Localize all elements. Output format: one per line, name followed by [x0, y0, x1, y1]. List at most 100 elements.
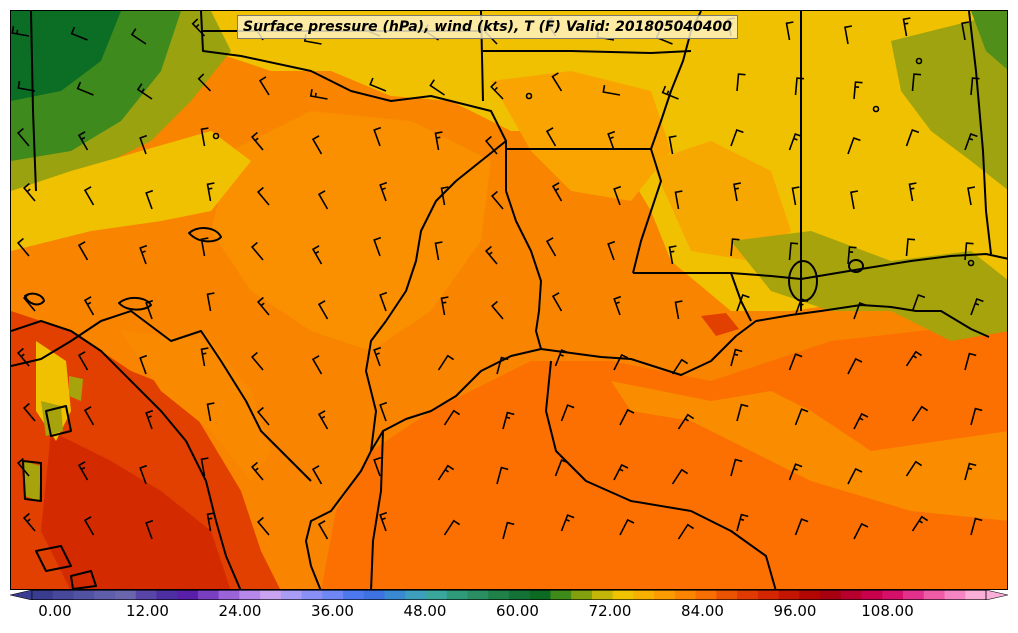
- border-texas-north: [200, 11, 507, 191]
- coastline-southwest: [305, 450, 372, 589]
- colorbar-swatch: [529, 590, 551, 600]
- wind-barb: [317, 300, 329, 320]
- wind-barb: [437, 354, 455, 371]
- border-arkansas-south: [506, 148, 662, 274]
- border-georgia: [968, 11, 992, 255]
- wind-barb: [11, 26, 30, 37]
- colorbar-tick-label: 12.00: [126, 602, 169, 620]
- colorbar-tick-label: 24.00: [218, 602, 262, 620]
- wind-barb: [671, 468, 689, 485]
- wind-barb: [502, 411, 515, 430]
- wind-barb: [77, 241, 89, 261]
- wind-barb: [674, 190, 683, 210]
- colorbar-swatch: [405, 590, 427, 600]
- wind-barb: [130, 28, 147, 45]
- wind-barb: [145, 299, 154, 320]
- wind-barb: [440, 186, 449, 206]
- wind-barb: [311, 465, 323, 485]
- calm-wind-circle: [525, 92, 533, 100]
- wind-barb: [730, 128, 744, 147]
- colorbar-swatch: [820, 590, 842, 600]
- contour-small-2: [118, 297, 152, 311]
- wind-barb: [317, 410, 329, 430]
- colorbar-swatch: [633, 590, 655, 600]
- wind-barb: [788, 242, 799, 261]
- colorbar-swatch: [280, 590, 303, 600]
- wind-barb: [847, 136, 861, 155]
- wind-barb: [794, 408, 809, 426]
- contour-southwest-4: [70, 570, 97, 589]
- colorbar-swatch: [882, 590, 904, 600]
- wind-barb: [736, 403, 749, 422]
- wind-barb: [850, 190, 859, 210]
- wind-barb: [77, 461, 89, 481]
- wind-barb: [206, 292, 215, 312]
- colorbar-swatch: [674, 590, 697, 600]
- wind-barb: [250, 131, 264, 151]
- wind-barb: [967, 186, 976, 206]
- wind-barb: [908, 182, 917, 202]
- wind-barb: [440, 296, 449, 316]
- colorbar-swatch: [488, 590, 510, 600]
- colorbar-swatch: [177, 590, 199, 600]
- temperature-map: [11, 11, 1007, 589]
- colorbar-tick-label: 84.00: [681, 602, 724, 620]
- wind-barb: [788, 353, 803, 371]
- wind-barb: [964, 462, 977, 481]
- wind-barb: [77, 351, 89, 371]
- wind-barb: [794, 297, 809, 316]
- green-patch: [971, 11, 1007, 70]
- wind-barb: [964, 132, 978, 151]
- colorbar-swatch: [239, 590, 261, 600]
- wind-barb: [200, 347, 209, 367]
- wind-barb: [311, 355, 323, 375]
- wind-barb: [668, 245, 677, 265]
- wind-barb: [853, 522, 869, 540]
- northwest-gold-band: [11, 131, 251, 251]
- wind-barb: [139, 464, 148, 485]
- wind-barb: [736, 73, 746, 92]
- wind-barb: [788, 132, 803, 151]
- wind-barb: [551, 292, 563, 312]
- colorbar-tick-label: 60.00: [496, 602, 539, 620]
- colorbar-swatch: [550, 590, 572, 600]
- wind-barb: [905, 128, 920, 147]
- wind-barb: [911, 405, 929, 422]
- wind-barb: [309, 89, 328, 100]
- temperature-colorbar: [10, 590, 1008, 600]
- wind-barb: [311, 245, 323, 265]
- wind-barb: [902, 17, 911, 37]
- colorbar-swatch: [426, 590, 448, 600]
- wind-barb: [677, 523, 695, 540]
- wind-barb: [200, 237, 209, 257]
- wind-barb: [206, 512, 215, 532]
- wind-barb: [602, 85, 621, 96]
- colorbar-swatch: [73, 590, 95, 600]
- colorbar-swatch: [363, 590, 386, 600]
- colorbar-tick-labels: 0.00 12.00 24.00 36.00 48.00 60.00 72.00 84.00 9…: [0, 602, 1018, 626]
- wind-barb: [206, 402, 215, 422]
- wind-barb: [191, 18, 206, 37]
- wind-barb: [258, 76, 270, 96]
- wind-barb: [736, 293, 750, 312]
- wind-barb: [970, 77, 980, 96]
- wind-barb: [197, 73, 212, 92]
- colorbar-swatch: [218, 590, 240, 600]
- gulf-warm-field: [321, 321, 1007, 589]
- wind-barb: [496, 356, 509, 375]
- colorbar-swatch: [612, 590, 634, 600]
- wind-barb: [794, 518, 809, 536]
- wind-barb: [674, 300, 683, 320]
- colorbar-swatch: [156, 590, 178, 600]
- olive-patch-2: [891, 11, 1007, 190]
- wind-barb: [22, 292, 36, 312]
- wind-barb: [22, 182, 36, 202]
- wind-barb: [613, 295, 622, 316]
- colorbar-swatch: [944, 590, 966, 600]
- border-rio-grande: [11, 310, 312, 482]
- wind-barb: [379, 291, 388, 312]
- wind-barb: [730, 238, 740, 257]
- map-panel[interactable]: [10, 10, 1008, 590]
- wind-barb: [853, 412, 869, 430]
- wind-barb: [139, 244, 148, 265]
